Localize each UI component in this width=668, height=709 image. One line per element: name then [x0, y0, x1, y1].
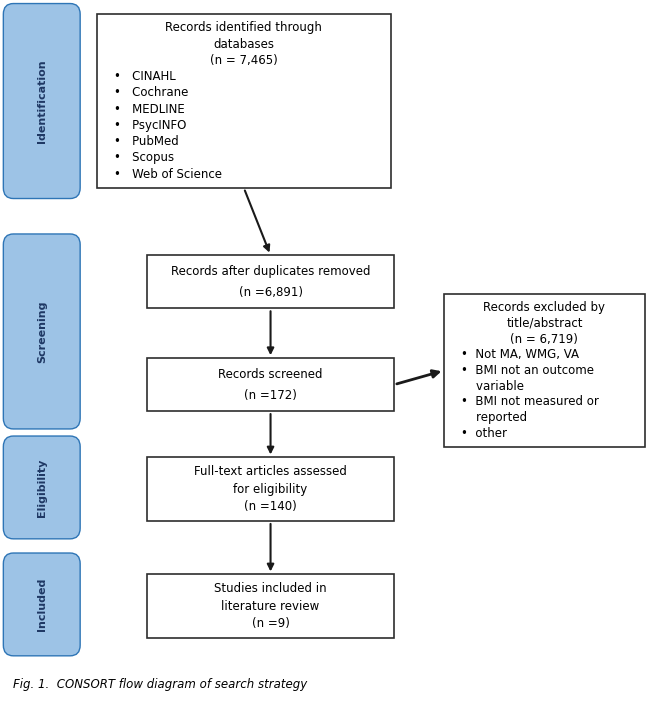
Text: variable: variable [461, 379, 524, 393]
Text: (n = 7,465): (n = 7,465) [210, 54, 278, 67]
Text: •   Cochrane: • Cochrane [114, 86, 188, 99]
FancyBboxPatch shape [3, 553, 80, 656]
Text: •   CINAHL: • CINAHL [114, 70, 175, 83]
Text: Records identified through: Records identified through [166, 21, 322, 35]
FancyBboxPatch shape [444, 294, 645, 447]
Text: Fig. 1.  CONSORT flow diagram of search strategy: Fig. 1. CONSORT flow diagram of search s… [13, 679, 307, 691]
Text: Records screened: Records screened [218, 368, 323, 381]
Text: title/abstract: title/abstract [506, 317, 582, 330]
Text: •  BMI not an outcome: • BMI not an outcome [461, 364, 594, 377]
Text: for eligibility: for eligibility [233, 483, 308, 496]
FancyBboxPatch shape [3, 234, 80, 429]
Text: (n =9): (n =9) [252, 617, 289, 630]
FancyBboxPatch shape [147, 358, 394, 411]
Text: Records excluded by: Records excluded by [484, 301, 605, 314]
Text: •   Web of Science: • Web of Science [114, 167, 222, 181]
Text: •   MEDLINE: • MEDLINE [114, 103, 184, 116]
Text: Studies included in: Studies included in [214, 582, 327, 596]
Text: Records after duplicates removed: Records after duplicates removed [171, 265, 370, 278]
Text: Full-text articles assessed: Full-text articles assessed [194, 465, 347, 479]
Text: •   Scopus: • Scopus [114, 151, 174, 164]
Text: •  Not MA, WMG, VA: • Not MA, WMG, VA [461, 348, 579, 362]
Text: Identification: Identification [37, 60, 47, 143]
Text: Included: Included [37, 578, 47, 631]
Text: •  BMI not measured or: • BMI not measured or [461, 396, 599, 408]
FancyBboxPatch shape [3, 4, 80, 199]
Text: •   PubMed: • PubMed [114, 135, 178, 148]
Text: (n = 6,719): (n = 6,719) [510, 333, 578, 345]
Text: (n =172): (n =172) [244, 389, 297, 401]
Text: Screening: Screening [37, 300, 47, 363]
FancyBboxPatch shape [147, 255, 394, 308]
Text: reported: reported [461, 411, 527, 424]
Text: •  other: • other [461, 427, 507, 440]
FancyBboxPatch shape [147, 457, 394, 521]
Text: •   PsycINFO: • PsycINFO [114, 119, 186, 132]
Text: Eligibility: Eligibility [37, 458, 47, 517]
Text: databases: databases [213, 38, 275, 51]
FancyBboxPatch shape [147, 574, 394, 638]
FancyBboxPatch shape [97, 14, 391, 188]
Text: literature review: literature review [221, 600, 320, 613]
Text: (n =140): (n =140) [244, 500, 297, 513]
Text: (n =6,891): (n =6,891) [238, 286, 303, 298]
FancyBboxPatch shape [3, 436, 80, 539]
